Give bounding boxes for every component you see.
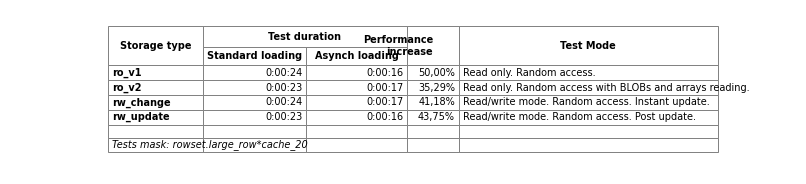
Text: rw_update: rw_update [112, 112, 169, 123]
Text: ro_v1: ro_v1 [112, 68, 142, 78]
Bar [459, 95, 718, 110]
Bar [459, 138, 718, 152]
Bar [306, 125, 407, 138]
Text: Test duration: Test duration [268, 32, 342, 42]
Bar [108, 26, 203, 65]
Text: Test Mode: Test Mode [560, 41, 617, 51]
Bar [108, 138, 203, 152]
Bar [407, 80, 459, 95]
Bar [459, 80, 718, 95]
Bar [203, 65, 306, 80]
Bar [306, 47, 407, 65]
Bar [306, 138, 407, 152]
Text: 41,18%: 41,18% [418, 98, 455, 107]
Bar [108, 125, 203, 138]
Bar [203, 110, 306, 125]
Text: Performance
increase: Performance increase [363, 35, 433, 57]
Text: Read/write mode. Random access. Post update.: Read/write mode. Random access. Post upd… [463, 112, 696, 122]
Bar [407, 110, 459, 125]
Text: rw_change: rw_change [112, 97, 171, 108]
Bar [407, 65, 459, 80]
Text: 0:00:16: 0:00:16 [366, 112, 403, 122]
Text: Standard loading: Standard loading [207, 51, 302, 61]
Bar [203, 26, 407, 47]
Bar [108, 80, 203, 95]
Bar [108, 65, 203, 80]
Bar [407, 125, 459, 138]
Bar [203, 47, 306, 65]
Text: 0:00:16: 0:00:16 [366, 68, 403, 78]
Bar [306, 65, 407, 80]
Text: Read/write mode. Random access. Instant update.: Read/write mode. Random access. Instant … [463, 98, 710, 107]
Text: 0:00:24: 0:00:24 [265, 98, 302, 107]
Bar [407, 95, 459, 110]
Bar [306, 110, 407, 125]
Bar [407, 138, 459, 152]
Text: Asynch loading: Asynch loading [315, 51, 399, 61]
Text: 0:00:23: 0:00:23 [265, 83, 302, 93]
Text: 43,75%: 43,75% [418, 112, 455, 122]
Bar [306, 80, 407, 95]
Text: Read only. Random access.: Read only. Random access. [463, 68, 596, 78]
Bar [203, 95, 306, 110]
Bar [203, 125, 306, 138]
Text: 0:00:17: 0:00:17 [366, 83, 403, 93]
Bar [108, 110, 203, 125]
Text: 0:00:23: 0:00:23 [265, 112, 302, 122]
Bar [306, 95, 407, 110]
Text: Read only. Random access with BLOBs and arrays reading.: Read only. Random access with BLOBs and … [463, 83, 750, 93]
Bar [459, 65, 718, 80]
Text: Storage type: Storage type [120, 41, 191, 51]
Text: 50,00%: 50,00% [418, 68, 455, 78]
Text: 0:00:17: 0:00:17 [366, 98, 403, 107]
Text: Tests mask: rowset.large_row*cache_20: Tests mask: rowset.large_row*cache_20 [112, 139, 308, 150]
Bar [203, 80, 306, 95]
Bar [108, 95, 203, 110]
Text: 0:00:24: 0:00:24 [265, 68, 302, 78]
Text: 35,29%: 35,29% [418, 83, 455, 93]
Bar [459, 26, 718, 65]
Bar [459, 110, 718, 125]
Bar [407, 26, 459, 65]
Bar [459, 125, 718, 138]
Text: ro_v2: ro_v2 [112, 82, 142, 93]
Bar [203, 138, 306, 152]
